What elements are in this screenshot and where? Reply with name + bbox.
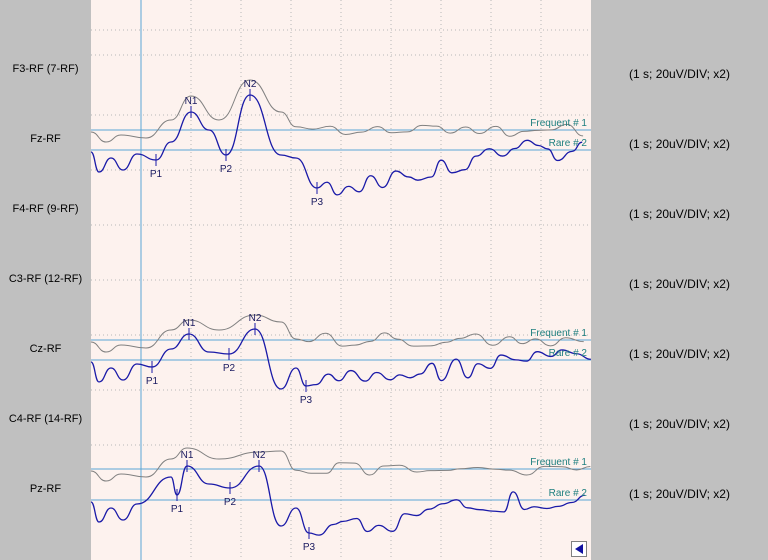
scale-label-fz: (1 s; 20uV/DIV; x2) [629,137,730,151]
scale-label-pz: (1 s; 20uV/DIV; x2) [629,487,730,501]
waveform-plot-area[interactable]: Frequent # 1 Rare # 2 P1 N1 P2 N2 P3 Frequent #… [91,0,591,560]
series-label-frequent: Frequent # 1 [530,118,587,129]
peak-label-p2: P2 [224,497,237,508]
peak-label-p3: P3 [300,395,313,406]
waveform-frequent [91,447,591,482]
scale-label-cz: (1 s; 20uV/DIV; x2) [629,347,730,361]
peak-label-n2: N2 [244,79,257,90]
scale-label-panel [591,0,768,560]
waveform-rare [91,465,585,536]
channel-label-f3: F3-RF (7-RF) [12,63,79,75]
waveform-svg[interactable]: Frequent # 1 Rare # 2 P1 N1 P2 N2 P3 Frequent #… [91,0,591,560]
scale-label-f3: (1 s; 20uV/DIV; x2) [629,67,730,81]
series-label-rare: Rare # 2 [549,488,588,499]
peak-label-p1: P1 [146,376,159,387]
scale-label-c3: (1 s; 20uV/DIV; x2) [629,277,730,291]
waveform-frequent [91,79,584,143]
peak-label-n1: N1 [185,96,198,107]
peak-label-n2: N2 [249,313,262,324]
peak-label-p2: P2 [220,164,233,175]
channel-label-pz: Pz-RF [29,483,62,495]
waveform-frequent [91,314,584,353]
peak-label-n2: N2 [253,450,266,461]
channel-label-c4: C4-RF (14-RF) [8,413,83,425]
left-arrow-icon[interactable] [571,541,587,557]
waveform-rare [91,328,591,390]
waveform-rare [91,94,583,196]
series-label-rare: Rare # 2 [549,138,588,149]
channel-label-fz: Fz-RF [30,133,61,145]
series-label-frequent: Frequent # 1 [530,457,587,468]
series-label-frequent: Frequent # 1 [530,328,587,339]
scale-label-f4: (1 s; 20uV/DIV; x2) [629,207,730,221]
peak-label-p2: P2 [223,363,236,374]
peak-label-n1: N1 [181,450,194,461]
peak-label-p1: P1 [150,169,163,180]
peak-label-p1: P1 [171,504,184,515]
peak-label-p3: P3 [303,542,316,553]
series-label-rare: Rare # 2 [549,348,588,359]
peak-label-p3: P3 [311,197,324,208]
channel-label-cz: Cz-RF [29,343,62,355]
peak-label-n1: N1 [183,318,196,329]
scale-label-c4: (1 s; 20uV/DIV; x2) [629,417,730,431]
channel-label-c3: C3-RF (12-RF) [8,273,83,285]
channel-label-f4: F4-RF (9-RF) [12,203,79,215]
channel-label-panel: F3-RF (7-RF) Fz-RF F4-RF (9-RF) C3-RF (1… [0,0,91,560]
